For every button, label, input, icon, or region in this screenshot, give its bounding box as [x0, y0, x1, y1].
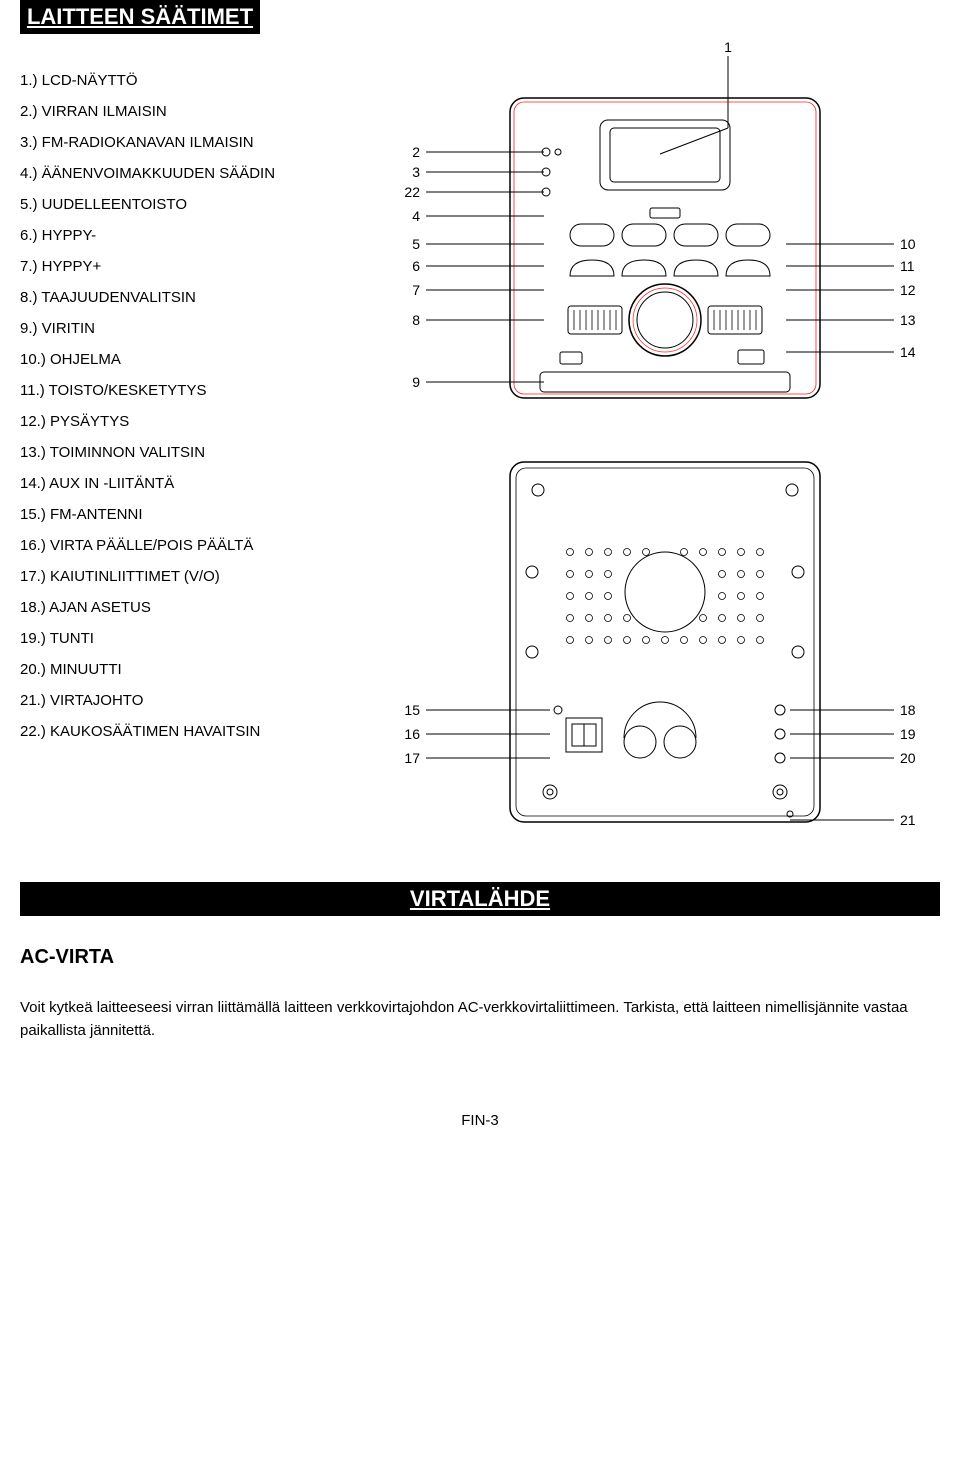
- controls-item: 19.) TUNTI: [20, 630, 360, 647]
- controls-item: 14.) AUX IN -LIITÄNTÄ: [20, 475, 360, 492]
- svg-text:9: 9: [412, 374, 420, 390]
- controls-item: 4.) ÄÄNENVOIMAKKUUDEN SÄÄDIN: [20, 165, 360, 182]
- page-footer: FIN-3: [20, 1112, 940, 1159]
- controls-item: 18.) AJAN ASETUS: [20, 599, 360, 616]
- controls-item: 6.) HYPPY-: [20, 227, 360, 244]
- diagrams-column: 123224567891011121314 15161718192021: [380, 38, 940, 842]
- body-text: Voit kytkeä laitteeseesi virran liittämä…: [20, 997, 940, 1042]
- front-diagram: 123224567891011121314: [380, 38, 940, 418]
- controls-item: 3.) FM-RADIOKANAVAN ILMAISIN: [20, 134, 360, 151]
- svg-text:20: 20: [900, 750, 916, 766]
- controls-item: 17.) KAIUTINLIITTIMET (V/O): [20, 568, 360, 585]
- svg-text:5: 5: [412, 236, 420, 252]
- controls-item: 8.) TAAJUUDENVALITSIN: [20, 289, 360, 306]
- banner-controls: LAITTEEN SÄÄTIMET: [20, 0, 260, 34]
- svg-text:1: 1: [724, 39, 732, 55]
- top-row: 1.) LCD-NÄYTTÖ 2.) VIRRAN ILMAISIN 3.) FM-…: [20, 38, 940, 842]
- controls-item: 11.) TOISTO/KESKETYTYS: [20, 382, 360, 399]
- controls-list: 1.) LCD-NÄYTTÖ 2.) VIRRAN ILMAISIN 3.) FM-…: [20, 38, 360, 754]
- controls-item: 15.) FM-ANTENNI: [20, 506, 360, 523]
- svg-text:12: 12: [900, 282, 916, 298]
- banner-power: VIRTALÄHDE: [20, 882, 940, 916]
- subhead-ac: AC-VIRTA: [20, 946, 940, 969]
- svg-text:16: 16: [404, 726, 420, 742]
- controls-item: 21.) VIRTAJOHTO: [20, 692, 360, 709]
- controls-item: 5.) UUDELLEENTOISTO: [20, 196, 360, 213]
- controls-item: 1.) LCD-NÄYTTÖ: [20, 72, 360, 89]
- svg-text:6: 6: [412, 258, 420, 274]
- controls-item: 2.) VIRRAN ILMAISIN: [20, 103, 360, 120]
- svg-text:3: 3: [412, 164, 420, 180]
- svg-text:14: 14: [900, 344, 916, 360]
- controls-item: 7.) HYPPY+: [20, 258, 360, 275]
- controls-item: 22.) KAUKOSÄÄTIMEN HAVAITSIN: [20, 723, 360, 740]
- svg-text:22: 22: [404, 184, 420, 200]
- svg-text:4: 4: [412, 208, 420, 224]
- svg-text:19: 19: [900, 726, 916, 742]
- svg-text:8: 8: [412, 312, 420, 328]
- controls-item: 13.) TOIMINNON VALITSIN: [20, 444, 360, 461]
- controls-item: 16.) VIRTA PÄÄLLE/POIS PÄÄLTÄ: [20, 537, 360, 554]
- svg-text:18: 18: [900, 702, 916, 718]
- svg-text:15: 15: [404, 702, 420, 718]
- svg-text:11: 11: [900, 258, 915, 274]
- back-diagram: 15 16 17 18 19 20 21: [380, 442, 940, 842]
- controls-item: 9.) VIRITIN: [20, 320, 360, 337]
- controls-item: 10.) OHJELMA: [20, 351, 360, 368]
- svg-text:21: 21: [900, 812, 916, 828]
- svg-text:17: 17: [404, 750, 420, 766]
- svg-text:13: 13: [900, 312, 916, 328]
- svg-text:2: 2: [412, 144, 420, 160]
- controls-item: 12.) PYSÄYTYS: [20, 413, 360, 430]
- controls-item: 20.) MINUUTTI: [20, 661, 360, 678]
- svg-text:7: 7: [412, 282, 420, 298]
- svg-text:10: 10: [900, 236, 916, 252]
